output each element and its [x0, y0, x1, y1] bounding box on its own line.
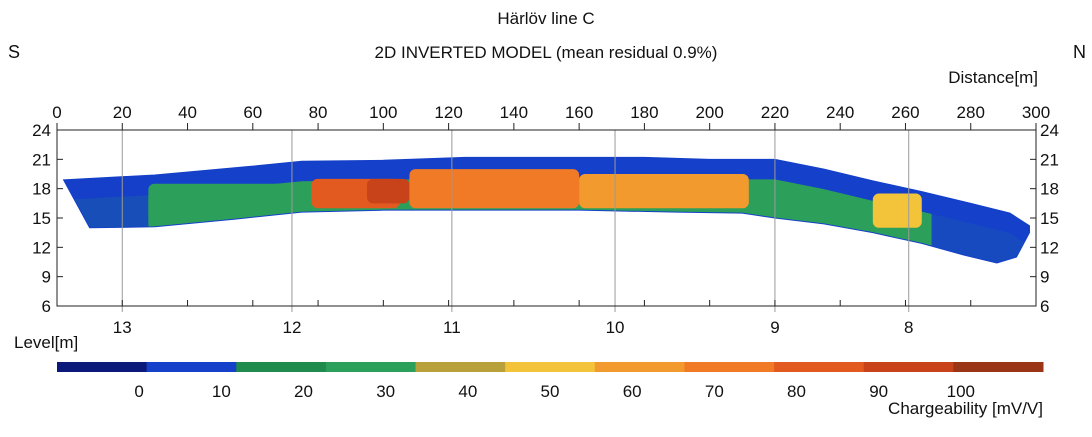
x-axis-label: Distance[m]: [948, 68, 1038, 87]
x-tick-label-80: 80: [309, 103, 328, 122]
y-tick-label-right-18: 18: [1040, 180, 1059, 199]
y-axis-label: Level[m]: [14, 333, 78, 352]
x-tick-label-240: 240: [826, 103, 854, 122]
y-tick-label-right-21: 21: [1040, 150, 1059, 169]
south-label: S: [8, 42, 20, 62]
anomaly-1: [367, 178, 410, 204]
marker-label-11: 11: [443, 318, 461, 337]
anomaly-2: [409, 169, 580, 209]
right-low-zone: [931, 178, 1030, 263]
y-tick-label-right-15: 15: [1040, 209, 1059, 228]
x-tick-label-220: 220: [761, 103, 789, 122]
colorbar-tick-60: 60: [623, 382, 642, 401]
colorbar-layer: 0 10 20 30 40 50 60 70 80 90 100: [57, 362, 1044, 401]
x-tick-label-300: 300: [1022, 103, 1050, 122]
colorbar-segment-8: [774, 362, 865, 372]
colorbar-label: Chargeability [mV/V]: [888, 399, 1043, 418]
x-tick-label-0: 0: [52, 103, 61, 122]
colorbar-segment-2: [236, 362, 327, 372]
colorbar-tick-80: 80: [787, 382, 806, 401]
y-tick-label-right-24: 24: [1040, 121, 1059, 140]
colorbar-tick-100: 100: [947, 382, 975, 401]
colorbar-segment-5: [505, 362, 596, 372]
section-body: [63, 157, 1030, 263]
colorbar-segment-0: [57, 362, 148, 372]
colorbar-tick-0: 0: [134, 382, 143, 401]
marker-label-8: 8: [904, 318, 913, 337]
y-tick-label-left-15: 15: [32, 209, 51, 228]
colorbar-segment-4: [415, 362, 506, 372]
y-tick-label-left-12: 12: [32, 238, 51, 257]
colorbar-segment-6: [594, 362, 685, 372]
colorbar-segment-9: [863, 362, 954, 372]
axes-layer: 0 20 40 60 80 100 120 140 160 180 200 220 240 260 280 3…: [32, 103, 1059, 316]
marker-label-13: 13: [113, 318, 132, 337]
colorbar-tick-10: 10: [212, 382, 231, 401]
colorbar-tick-50: 50: [541, 382, 560, 401]
x-tick-label-280: 280: [957, 103, 985, 122]
x-tick-label-100: 100: [369, 103, 397, 122]
y-tick-label-right-6: 6: [1040, 297, 1049, 316]
x-tick-label-20: 20: [113, 103, 132, 122]
anomaly-4: [148, 183, 302, 223]
section-outline: [62, 156, 1030, 264]
colorbar-segment-3: [325, 362, 417, 372]
north-label: N: [1073, 42, 1086, 62]
colorbar-tick-70: 70: [705, 382, 724, 401]
colorbar-tick-20: 20: [294, 382, 313, 401]
anomaly-5: [872, 193, 922, 228]
marker-label-9: 9: [770, 318, 779, 337]
y-tick-label-right-9: 9: [1040, 268, 1049, 287]
grid-layer: 13 12 11 10 9 8: [113, 130, 913, 337]
x-tick-label-160: 160: [565, 103, 593, 122]
marker-label-10: 10: [606, 318, 625, 337]
x-tick-label-140: 140: [500, 103, 528, 122]
y-tick-label-left-24: 24: [32, 121, 51, 140]
chart-subtitle: 2D INVERTED MODEL (mean residual 0.9%): [375, 43, 718, 62]
y-tick-label-left-6: 6: [42, 297, 51, 316]
x-tick-label-200: 200: [695, 103, 723, 122]
y-tick-label-left-18: 18: [32, 180, 51, 199]
colorbar-segment-7: [684, 362, 775, 372]
colorbar-segment-10: [953, 362, 1044, 372]
colorbar-tick-90: 90: [869, 382, 888, 401]
x-tick-label-40: 40: [178, 103, 197, 122]
surface-low-band: [63, 157, 1030, 246]
y-tick-label-right-12: 12: [1040, 238, 1059, 257]
colorbar-tick-40: 40: [458, 382, 477, 401]
colorbar-tick-30: 30: [376, 382, 395, 401]
y-tick-label-left-21: 21: [32, 150, 51, 169]
y-tick-label-left-9: 9: [42, 268, 51, 287]
x-tick-label-120: 120: [434, 103, 462, 122]
section-layer: [62, 156, 1030, 264]
x-tick-label-260: 260: [891, 103, 919, 122]
marker-label-12: 12: [282, 318, 301, 337]
anomaly-3: [579, 174, 749, 209]
colorbar-segment-1: [146, 362, 237, 372]
chart-title: Härlöv line C: [497, 9, 594, 28]
x-tick-label-60: 60: [243, 103, 262, 122]
x-tick-label-180: 180: [630, 103, 658, 122]
